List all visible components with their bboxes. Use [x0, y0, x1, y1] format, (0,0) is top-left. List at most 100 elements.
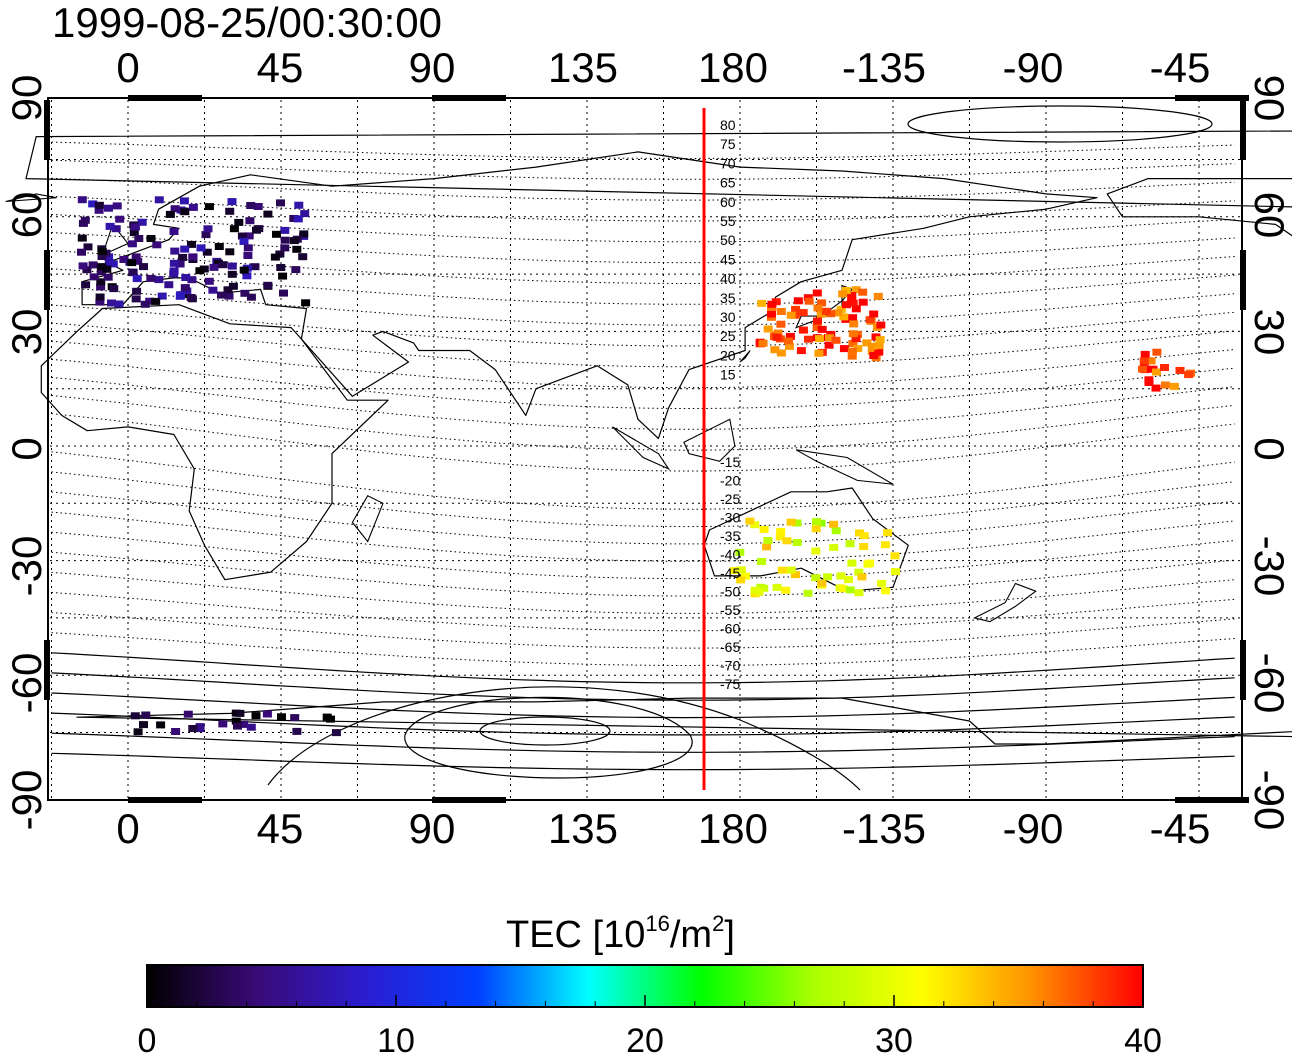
tec-sample: [757, 299, 767, 307]
tec-sample: [178, 253, 188, 261]
frame-tick-bar: [432, 797, 506, 803]
tec-sample: [786, 518, 796, 526]
tec-sample: [77, 196, 87, 204]
tec-sample: [859, 532, 869, 540]
top-lon-tick-label: 0: [116, 44, 139, 91]
right-lat-tick-label: 60: [1246, 192, 1292, 239]
contour-line: [51, 732, 1235, 753]
tec-sample: [816, 310, 826, 318]
tec-sample: [829, 543, 839, 551]
tec-sample: [874, 348, 884, 356]
tec-sample: [133, 257, 143, 265]
tec-sample: [881, 587, 891, 595]
tec-sample: [847, 352, 857, 360]
frame-tick-bar: [44, 640, 50, 700]
coastline-island: [739, 350, 751, 363]
contour-label: -45: [720, 565, 740, 581]
tec-sample: [1160, 381, 1170, 389]
colorbar-tick-label: 20: [626, 1022, 664, 1057]
tec-sample: [278, 272, 288, 280]
tec-sample: [322, 713, 332, 721]
tec-sample: [95, 298, 105, 306]
tec-sample: [1151, 384, 1161, 392]
tec-sample: [1138, 365, 1147, 373]
tec-sample: [280, 236, 290, 244]
tec-sample: [244, 232, 254, 240]
tec-sample: [97, 247, 107, 255]
tec-sample: [833, 309, 843, 317]
bottom-lon-tick-label: 180: [698, 805, 768, 852]
tec-sample: [137, 218, 147, 226]
colorbar-tick-label: 10: [377, 1022, 415, 1057]
contour-label: 55: [720, 213, 736, 229]
colorbar-tick-label: 0: [138, 1022, 157, 1057]
tec-sample: [128, 268, 138, 276]
tec-sample: [1169, 382, 1179, 390]
tec-sample: [227, 270, 237, 278]
contour-line: [51, 511, 1235, 562]
left-lat-tick-label: -60: [3, 653, 50, 714]
tec-sample: [88, 261, 98, 269]
tec-sample: [301, 299, 311, 307]
tec-sample: [815, 335, 824, 343]
tec-sample: [218, 261, 228, 269]
south-pole-contour-inner: [479, 716, 611, 746]
frame-tick-bars: [44, 95, 1249, 803]
tec-sample: [838, 290, 848, 298]
tec-sample: [180, 208, 190, 216]
tec-sample: [239, 237, 249, 245]
tec-sample: [280, 226, 290, 234]
tec-sample: [763, 325, 773, 333]
tec-sample: [104, 204, 113, 212]
tec-sample: [180, 245, 190, 253]
left-lat-tick-label: 60: [3, 192, 50, 239]
tec-sample: [825, 334, 834, 342]
tec-sample: [292, 245, 302, 253]
tec-sample: [791, 305, 801, 313]
tec-sample: [867, 347, 877, 355]
tec-sample: [263, 210, 273, 218]
frame-tick-bar: [44, 250, 50, 310]
contour-line: [51, 340, 1235, 389]
tec-sample: [848, 340, 858, 347]
tec-sample: [213, 259, 223, 267]
tec-sample: [735, 548, 745, 556]
tec-sample: [94, 201, 104, 209]
tec-sample: [175, 292, 185, 300]
tec-sample: [245, 217, 255, 225]
contour-label: -20: [720, 473, 740, 489]
contour-label: 45: [720, 251, 736, 267]
frame-tick-bar: [1240, 100, 1246, 160]
tec-sample: [793, 297, 803, 305]
right-lat-tick-label: -90: [1246, 770, 1292, 831]
tec-sample: [96, 283, 106, 291]
tec-sample: [146, 235, 156, 242]
tec-sample: [129, 229, 139, 236]
tec-sample: [227, 198, 237, 206]
tec-sample: [831, 527, 841, 535]
tec-sample: [156, 721, 166, 729]
tec-sample: [239, 266, 249, 274]
tec-sample: [195, 267, 205, 275]
colorbar-tick-label: 40: [1124, 1022, 1162, 1057]
tec-sample: [103, 273, 113, 281]
tec-observations: [77, 196, 1195, 737]
bottom-lon-tick-label: 0: [116, 805, 139, 852]
tec-sample: [146, 274, 156, 282]
tec-sample: [179, 197, 189, 205]
tec-sample: [154, 196, 164, 204]
tec-sample: [109, 285, 119, 293]
top-lon-tick-label: 90: [409, 44, 456, 91]
tec-sample: [772, 333, 782, 341]
frame-tick-bar: [1175, 95, 1249, 101]
contour-label: -70: [720, 658, 740, 674]
tec-sample: [829, 520, 839, 528]
tec-sample: [817, 299, 827, 307]
tec-sample: [729, 567, 739, 575]
tec-sample: [250, 263, 260, 271]
tec-sample: [859, 543, 869, 550]
bottom-lon-tick-label: 135: [548, 805, 618, 852]
tec-sample: [839, 585, 848, 593]
tec-sample: [140, 300, 150, 308]
tec-sample: [186, 294, 196, 301]
